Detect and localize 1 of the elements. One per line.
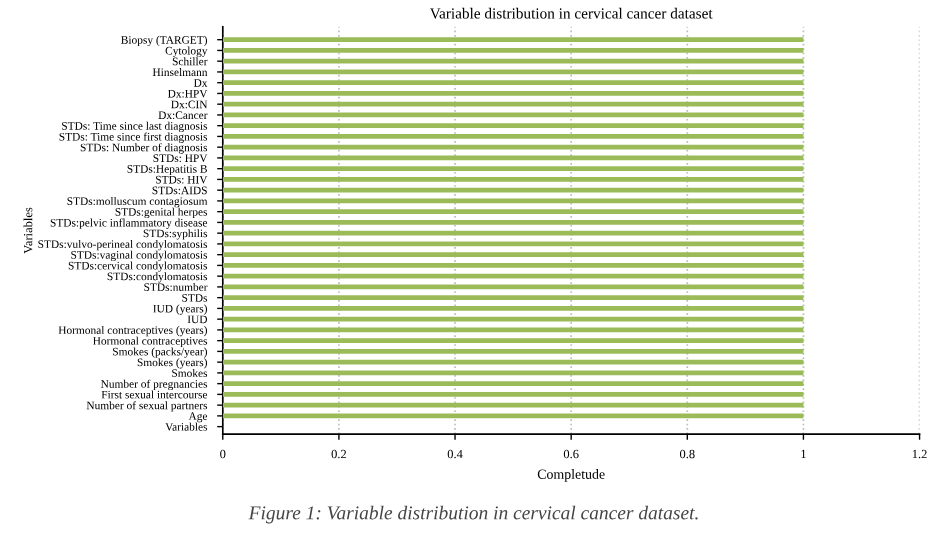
- caption: Figure 1: Variable distribution in cervical cancer dataset.: [248, 505, 698, 524]
